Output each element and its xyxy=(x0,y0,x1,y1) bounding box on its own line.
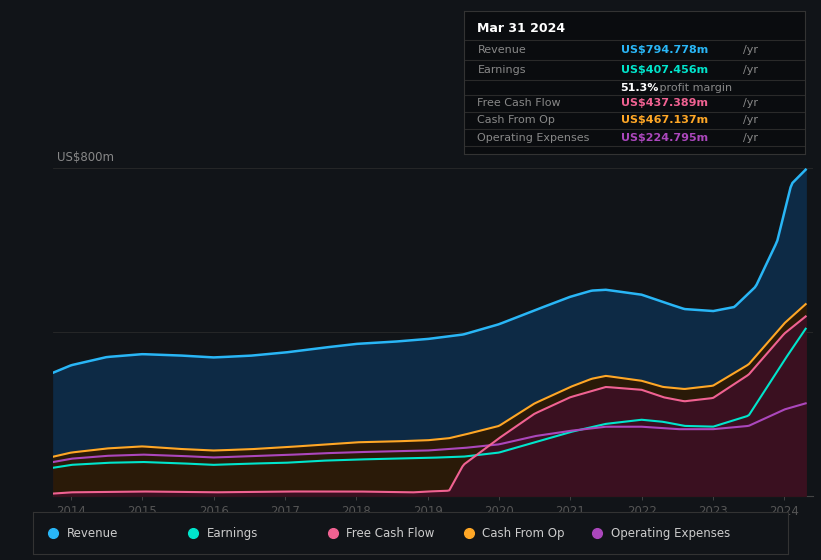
Text: US$0: US$0 xyxy=(57,479,88,492)
Text: US$800m: US$800m xyxy=(57,151,114,164)
Text: Mar 31 2024: Mar 31 2024 xyxy=(478,22,566,35)
Text: Cash From Op: Cash From Op xyxy=(482,527,565,540)
Text: US$467.137m: US$467.137m xyxy=(621,115,708,125)
Text: Free Cash Flow: Free Cash Flow xyxy=(346,527,434,540)
Text: US$437.389m: US$437.389m xyxy=(621,99,708,108)
Text: 51.3%: 51.3% xyxy=(621,82,659,92)
Text: Earnings: Earnings xyxy=(207,527,258,540)
Text: US$224.795m: US$224.795m xyxy=(621,133,708,143)
Text: US$407.456m: US$407.456m xyxy=(621,65,708,74)
Text: /yr: /yr xyxy=(743,133,759,143)
Text: US$794.778m: US$794.778m xyxy=(621,45,708,55)
Text: Free Cash Flow: Free Cash Flow xyxy=(478,99,561,108)
Text: profit margin: profit margin xyxy=(656,82,732,92)
Text: Cash From Op: Cash From Op xyxy=(478,115,555,125)
Text: Operating Expenses: Operating Expenses xyxy=(611,527,730,540)
Text: /yr: /yr xyxy=(743,65,759,74)
Text: /yr: /yr xyxy=(743,99,759,108)
Text: Revenue: Revenue xyxy=(478,45,526,55)
Text: /yr: /yr xyxy=(743,115,759,125)
Text: Revenue: Revenue xyxy=(67,527,118,540)
Text: Earnings: Earnings xyxy=(478,65,526,74)
Text: Operating Expenses: Operating Expenses xyxy=(478,133,589,143)
Text: /yr: /yr xyxy=(743,45,759,55)
